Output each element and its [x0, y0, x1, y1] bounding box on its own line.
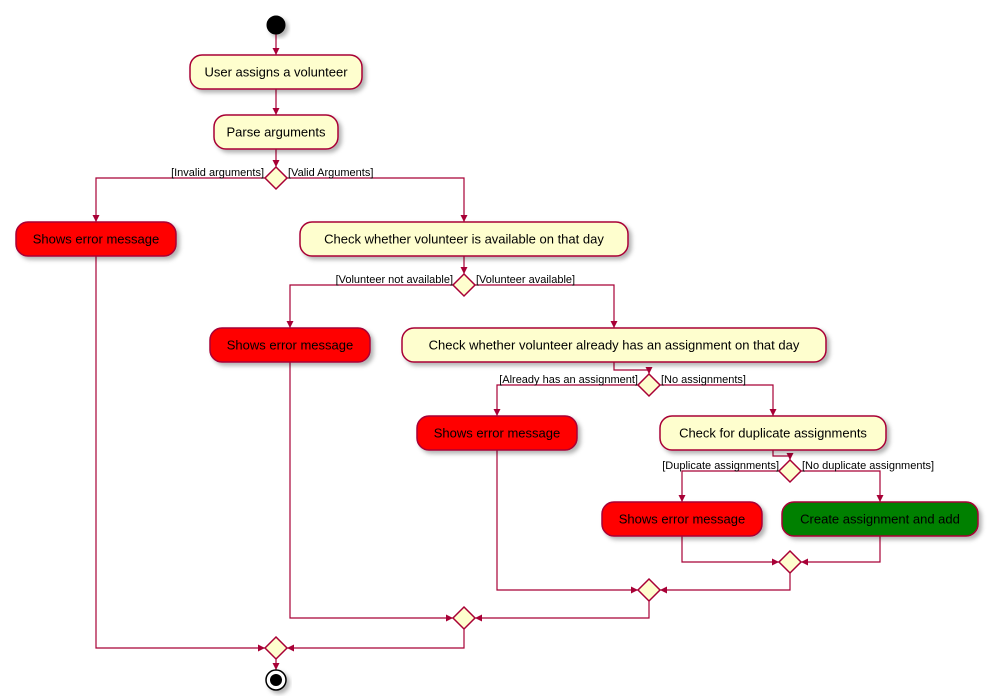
flow-edge	[773, 450, 790, 460]
decision-m1	[779, 551, 801, 573]
activity-label: Check for duplicate assignments	[679, 425, 867, 440]
flow-edge	[614, 362, 649, 374]
flow-edge	[287, 178, 464, 222]
flow-edge	[801, 471, 880, 502]
activity-label: User assigns a volunteer	[204, 64, 348, 79]
activity-label: Parse arguments	[227, 124, 326, 139]
decision-d1	[265, 167, 287, 189]
decision-m3	[453, 607, 475, 629]
flow-edge	[682, 536, 779, 562]
guard-label: [No duplicate assignments]	[802, 460, 934, 472]
flow-edge	[660, 573, 790, 590]
guard-label: [Invalid arguments]	[171, 167, 264, 179]
flow-edge	[660, 385, 773, 416]
flow-edge	[497, 385, 638, 416]
decision-d4	[779, 460, 801, 482]
flow-edge	[290, 285, 453, 328]
guard-label: [Valid Arguments]	[288, 167, 373, 179]
activity-label: Check whether volunteer already has an a…	[429, 337, 800, 352]
activity-label: Shows error message	[434, 425, 560, 440]
start-node	[267, 16, 285, 34]
guard-label: [Volunteer available]	[476, 274, 575, 286]
guard-label: [Volunteer not available]	[336, 274, 453, 286]
guard-label: [Already has an assignment]	[499, 374, 638, 386]
guard-label: [Duplicate assignments]	[662, 460, 779, 472]
flow-edge	[801, 536, 880, 562]
activity-label: Shows error message	[227, 337, 353, 352]
decision-d2	[453, 274, 475, 296]
activity-label: Check whether volunteer is available on …	[324, 231, 604, 246]
flow-edge	[290, 362, 453, 618]
decision-d3	[638, 374, 660, 396]
flow-edge	[96, 256, 265, 648]
activity-label: Shows error message	[619, 511, 745, 526]
activity-label: Shows error message	[33, 231, 159, 246]
guard-label: [No assignments]	[661, 374, 746, 386]
activity-label: Create assignment and add	[800, 511, 960, 526]
flow-edge	[96, 178, 265, 222]
flow-edge	[475, 285, 614, 328]
flow-edge	[475, 601, 649, 618]
decision-m2	[638, 579, 660, 601]
end-node	[270, 674, 282, 686]
decision-m4	[265, 637, 287, 659]
flow-edge	[287, 629, 464, 648]
activity-diagram: User assigns a volunteer Parse arguments S…	[0, 0, 997, 697]
flow-edge	[682, 471, 779, 502]
